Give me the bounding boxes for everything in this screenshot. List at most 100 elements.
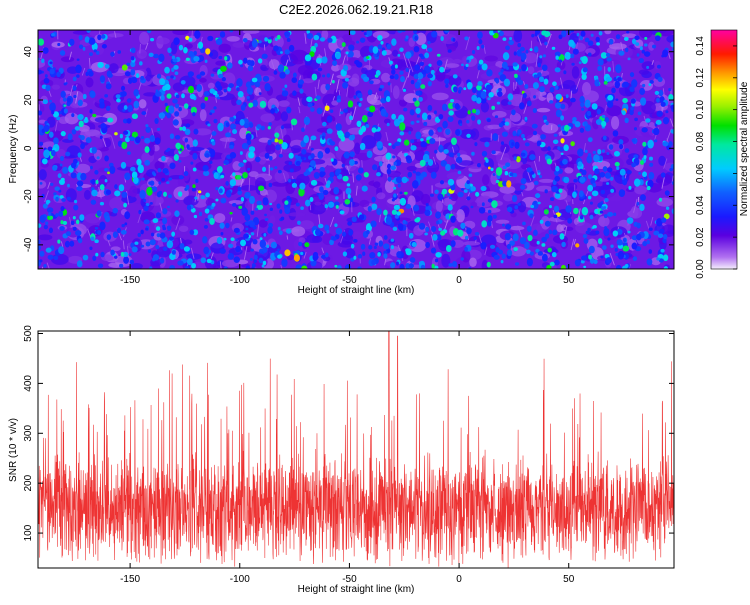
heatmap-blob — [470, 206, 473, 208]
heatmap-blob — [423, 122, 427, 126]
heatmap-blob — [358, 254, 362, 258]
heatmap-blob — [237, 187, 241, 192]
heatmap-blob — [124, 173, 130, 181]
heatmap-blob — [460, 257, 464, 260]
heatmap-blob — [374, 246, 377, 249]
heatmap-blob — [201, 257, 206, 263]
heatmap-blob — [457, 230, 463, 237]
heatmap-blob — [589, 246, 595, 254]
heatmap-blob — [260, 237, 263, 240]
heatmap-cell — [556, 224, 563, 232]
heatmap-blob — [542, 64, 548, 71]
heatmap-blob — [435, 252, 441, 258]
heatmap-blob — [49, 68, 54, 74]
heatmap-blob — [130, 167, 136, 172]
heatmap-blob — [550, 262, 555, 267]
heatmap-blob — [567, 218, 572, 224]
heatmap-blob — [220, 66, 227, 72]
heatmap-blob — [98, 263, 103, 268]
heatmap-blob — [426, 203, 429, 206]
heatmap-cell — [528, 66, 535, 74]
heatmap-blob — [556, 94, 562, 100]
heatmap-blob — [76, 74, 80, 78]
heatmap-blob — [69, 39, 74, 46]
heatmap-blob — [383, 243, 389, 249]
heatmap-blob — [285, 69, 290, 75]
heatmap-blob — [186, 58, 190, 61]
heatmap-blob — [257, 124, 262, 129]
heatmap-blob — [522, 222, 526, 226]
heatmap-blob — [178, 191, 182, 197]
heatmap-blob — [503, 166, 507, 169]
heatmap-blob — [205, 59, 208, 63]
heatmap-blob — [269, 156, 273, 160]
heatmap-blob — [579, 177, 585, 183]
heatmap-streak — [249, 178, 250, 191]
heatmap-blob — [139, 190, 146, 199]
heatmap-blob — [345, 78, 349, 82]
heatmap-blob — [391, 65, 396, 70]
heatmap-blob — [431, 248, 436, 254]
heatmap-blob — [95, 180, 98, 184]
heatmap-blob — [460, 223, 465, 229]
heatmap-blob — [530, 48, 533, 51]
heatmap-blob — [600, 256, 603, 259]
heatmap-blob — [477, 163, 481, 167]
heatmap-blob — [176, 95, 180, 99]
heatmap-blob — [517, 129, 521, 134]
heatmap-blob — [364, 172, 369, 178]
heatmap-blob — [606, 77, 612, 82]
heatmap-blob — [193, 129, 198, 135]
heatmap-blob — [225, 181, 228, 186]
heatmap-cell — [622, 33, 637, 38]
heatmap-blob — [431, 70, 435, 74]
y-tick-label: 100 — [23, 524, 34, 541]
heatmap-blob — [335, 196, 339, 199]
heatmap-blob — [617, 77, 621, 81]
heatmap-blob — [438, 114, 443, 120]
heatmap-blob — [555, 102, 561, 109]
heatmap-blob — [83, 255, 89, 261]
heatmap-blob — [420, 160, 426, 167]
heatmap-blob — [604, 214, 608, 218]
heatmap-blob — [163, 168, 169, 174]
heatmap-blob — [277, 203, 281, 208]
heatmap-blob — [175, 71, 179, 75]
heatmap-blob — [337, 130, 343, 136]
heatmap-blob — [406, 249, 412, 256]
heatmap-blob — [420, 176, 424, 180]
heatmap-blob — [165, 103, 168, 107]
heatmap-blob — [644, 155, 647, 159]
heatmap-blob — [623, 238, 627, 243]
heatmap-blob — [626, 31, 629, 34]
heatmap-blob — [456, 157, 463, 164]
heatmap-blob — [194, 197, 197, 200]
heatmap-blob — [238, 91, 244, 97]
heatmap-blob — [533, 230, 538, 236]
heatmap-blob — [368, 245, 372, 249]
heatmap-blob — [660, 249, 664, 253]
heatmap-blob — [245, 228, 248, 231]
heatmap-blob — [213, 119, 217, 123]
heatmap-blob — [184, 171, 189, 176]
heatmap-blob — [560, 115, 564, 120]
heatmap-blob — [42, 158, 48, 164]
heatmap-blob — [241, 197, 244, 202]
heatmap-blob — [378, 44, 383, 49]
heatmap-blob — [322, 122, 327, 127]
heatmap-blob — [521, 64, 527, 71]
heatmap-blob — [542, 115, 547, 120]
heatmap-blob — [332, 60, 337, 66]
heatmap-blob — [554, 260, 560, 266]
heatmap-blob — [434, 190, 438, 194]
heatmap-blob — [218, 74, 223, 79]
heatmap-blob — [477, 46, 480, 50]
heatmap-blob — [670, 41, 676, 47]
heatmap-blob — [232, 203, 236, 207]
heatmap-blob — [195, 179, 198, 183]
heatmap-blob — [317, 151, 323, 159]
heatmap-blob — [204, 225, 208, 229]
heatmap-blob — [117, 50, 121, 54]
heatmap-blob — [448, 116, 454, 122]
heatmap-blob — [155, 137, 161, 144]
